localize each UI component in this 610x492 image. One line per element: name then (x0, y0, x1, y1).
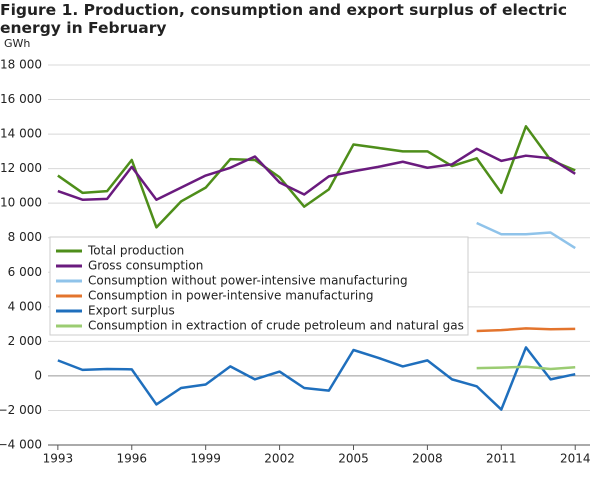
y-tick-label: 10 000 (0, 196, 42, 210)
series-line (57, 346, 576, 411)
x-tick-label: 1999 (190, 452, 221, 466)
series-line (476, 327, 576, 333)
legend-box (49, 236, 469, 336)
y-tick-label: 16 000 (0, 92, 42, 106)
y-tick-label: 18 000 (0, 58, 42, 72)
x-tick-label: 2008 (412, 452, 443, 466)
y-tick-label: 4 000 (8, 299, 42, 313)
y-tick-label: 2 000 (8, 334, 42, 348)
x-tick-label: 2002 (264, 452, 295, 466)
series-line (57, 125, 576, 229)
x-tick-label: 2014 (560, 452, 591, 466)
x-tick-label: 1996 (116, 452, 147, 466)
x-tick-label: 2011 (486, 452, 517, 466)
series-line (57, 147, 576, 201)
legend-label: Gross consumption (88, 259, 203, 273)
y-tick-label: −4 000 (0, 438, 42, 452)
y-tick-label: 14 000 (0, 127, 42, 141)
legend-label: Consumption in extraction of crude petro… (88, 319, 464, 333)
y-axis-label: GWh (4, 37, 30, 50)
y-tick-label: 6 000 (8, 265, 42, 279)
x-tick-label: 1993 (43, 452, 74, 466)
series-line (476, 365, 576, 371)
y-tick-label: 12 000 (0, 161, 42, 175)
legend-label: Export surplus (88, 304, 175, 318)
legend-label: Consumption in power-intensive manufactu… (88, 289, 373, 303)
series-line (476, 221, 576, 250)
legend-label: Consumption without power-intensive manu… (88, 274, 408, 288)
y-tick-label: −2 000 (0, 403, 42, 417)
legend-label: Total production (87, 244, 184, 258)
chart-title: Figure 1. Production, consumption and ex… (0, 1, 567, 37)
y-tick-label: 0 (34, 368, 42, 382)
x-tick-label: 2005 (338, 452, 369, 466)
y-tick-label: 8 000 (8, 230, 42, 244)
